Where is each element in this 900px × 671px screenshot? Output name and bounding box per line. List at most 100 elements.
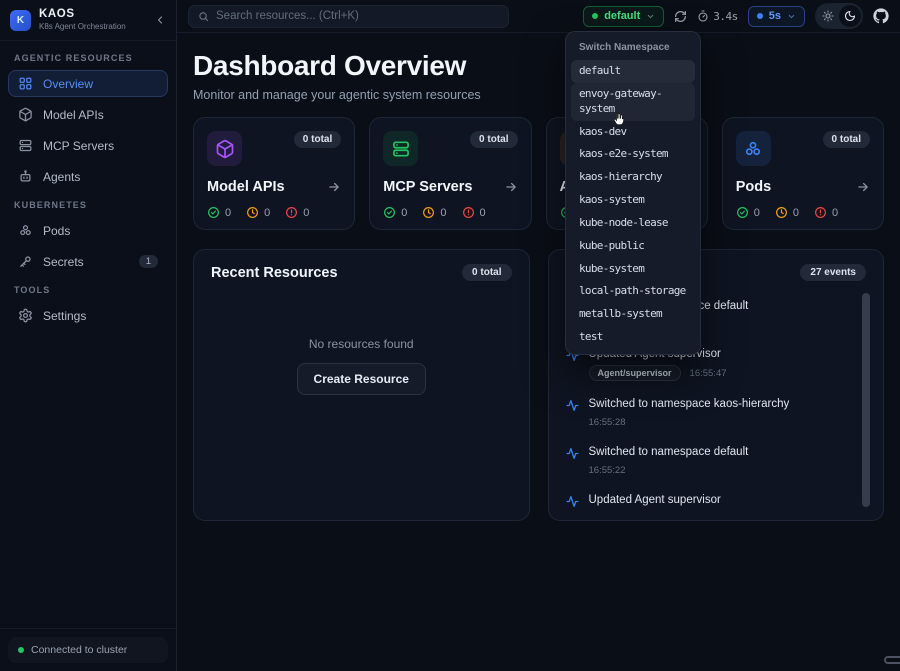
clock-icon bbox=[423, 207, 435, 218]
robot-icon bbox=[18, 169, 33, 184]
activity-icon bbox=[565, 399, 579, 412]
namespace-menu: Switch Namespace default envoy-gateway-s… bbox=[565, 31, 701, 355]
cube-icon bbox=[207, 131, 242, 166]
sidebar-section-tools: TOOLS bbox=[14, 285, 51, 295]
total-badge: 0 total bbox=[822, 131, 870, 148]
events-scrollbar-thumb[interactable] bbox=[862, 293, 870, 507]
namespace-menu-title: Switch Namespace bbox=[579, 42, 670, 53]
namespace-option-default[interactable]: default bbox=[571, 60, 695, 83]
clock-icon bbox=[775, 207, 787, 218]
sidebar-item-settings[interactable]: Settings bbox=[8, 302, 168, 329]
create-resource-button[interactable]: Create Resource bbox=[296, 363, 426, 395]
namespace-selector-button[interactable]: default bbox=[583, 5, 665, 27]
events-scrollbar[interactable] bbox=[862, 292, 870, 510]
github-link[interactable] bbox=[873, 8, 889, 24]
sidebar-item-label: Pods bbox=[43, 223, 71, 238]
sidebar-item-label: MCP Servers bbox=[43, 138, 115, 153]
app-tagline: K8s Agent Orchestration bbox=[39, 22, 126, 32]
grid-icon bbox=[18, 76, 33, 91]
namespace-option-kube-node-lease[interactable]: kube-node-lease bbox=[579, 215, 669, 229]
arrow-right-icon bbox=[858, 182, 868, 192]
moon-icon bbox=[844, 10, 856, 22]
sidebar-item-pods[interactable]: Pods bbox=[8, 217, 168, 244]
namespace-option-test[interactable]: test bbox=[579, 330, 603, 344]
sidebar-item-overview[interactable]: Overview bbox=[8, 70, 168, 97]
poll-interval-button[interactable]: 5s bbox=[747, 5, 805, 27]
pending-count: 0 bbox=[264, 206, 271, 219]
namespace-option-envoy-gateway-system[interactable]: envoy-gateway-system bbox=[571, 82, 695, 121]
sidebar-section-agentic: AGENTIC RESOURCES bbox=[14, 53, 133, 63]
card-title: Model APIs bbox=[207, 179, 285, 195]
sidebar-item-mcp-servers[interactable]: MCP Servers bbox=[8, 132, 168, 159]
activity-icon bbox=[565, 447, 579, 460]
event-resource-badge: Agent/supervisor bbox=[588, 365, 681, 381]
github-icon bbox=[873, 8, 889, 24]
search-input[interactable] bbox=[216, 10, 499, 22]
refresh-timer-value: 3.4s bbox=[713, 9, 738, 23]
namespace-selected-label: default bbox=[604, 10, 641, 22]
card-title: Pods bbox=[735, 179, 772, 195]
namespace-option-kaos-hierarchy[interactable]: kaos-hierarchy bbox=[579, 170, 663, 184]
recent-resources-title: Recent Resources bbox=[211, 264, 338, 281]
recent-resources-panel: Recent Resources 0 total No resources fo… bbox=[193, 249, 530, 521]
check-circle-icon bbox=[736, 207, 748, 218]
namespace-option-kube-system[interactable]: kube-system bbox=[579, 261, 645, 275]
sidebar-item-label: Secrets bbox=[43, 254, 84, 269]
clock-icon bbox=[247, 207, 259, 218]
key-icon bbox=[18, 254, 33, 269]
chevron-left-icon bbox=[157, 16, 163, 24]
page-title: Dashboard Overview bbox=[193, 50, 467, 81]
dark-theme-button[interactable] bbox=[839, 5, 861, 27]
error-count: 0 bbox=[303, 206, 310, 219]
total-badge: 0 total bbox=[293, 131, 342, 148]
search-icon bbox=[199, 11, 209, 21]
sidebar-header: K KAOS K8s Agent Orchestration bbox=[0, 0, 176, 41]
namespace-option-kube-public[interactable]: kube-public bbox=[579, 238, 645, 252]
activity-icon bbox=[565, 349, 579, 362]
namespace-option-local-path-storage[interactable]: local-path-storage bbox=[579, 284, 686, 298]
arrow-right-icon bbox=[505, 182, 516, 192]
pods-card[interactable]: 0 total Pods 0 0 0 bbox=[721, 117, 884, 230]
sidebar-collapse-button[interactable] bbox=[154, 14, 166, 26]
ok-count: 0 bbox=[753, 206, 760, 219]
sidebar: K KAOS K8s Agent Orchestration AGENTIC R… bbox=[0, 0, 177, 671]
sidebar-item-secrets[interactable]: Secrets 1 bbox=[8, 248, 168, 275]
sidebar-item-model-apis[interactable]: Model APIs bbox=[8, 101, 168, 128]
secrets-count-badge: 1 bbox=[138, 255, 158, 268]
namespace-option-metallb-system[interactable]: metallb-system bbox=[579, 307, 663, 321]
total-badge: 0 total bbox=[470, 131, 518, 148]
refresh-button[interactable] bbox=[674, 10, 687, 23]
model-apis-card[interactable]: 0 total Model APIs 0 0 0 bbox=[193, 117, 356, 230]
server-icon bbox=[18, 138, 33, 153]
pending-count: 0 bbox=[792, 206, 799, 219]
refresh-icon bbox=[675, 10, 687, 22]
connection-status-label: Connected to cluster bbox=[31, 644, 128, 656]
theme-toggle bbox=[815, 3, 863, 29]
chevron-down-icon bbox=[648, 14, 654, 18]
event-title: Updated Agent supervisor bbox=[588, 494, 721, 506]
sun-icon bbox=[822, 10, 834, 22]
page-subtitle: Monitor and manage your agentic system r… bbox=[193, 88, 481, 102]
chevron-down-icon bbox=[788, 14, 795, 18]
mcp-servers-card[interactable]: 0 total MCP Servers 0 0 0 bbox=[369, 117, 532, 230]
event-time: 16:55:22 bbox=[588, 464, 626, 476]
cube-icon bbox=[18, 107, 33, 122]
alert-circle-icon bbox=[462, 207, 474, 218]
app-logo-letter: K bbox=[16, 14, 25, 26]
recent-resources-total-badge: 0 total bbox=[462, 264, 512, 281]
stopwatch-icon bbox=[698, 10, 708, 22]
event-time: 16:55:47 bbox=[689, 367, 727, 379]
namespace-option-kaos-system[interactable]: kaos-system bbox=[579, 193, 645, 207]
event-row: Switched to namespace kaos-hierarchy 16:… bbox=[565, 398, 867, 429]
namespace-option-kaos-e2e-system[interactable]: kaos-e2e-system bbox=[579, 147, 669, 161]
main-content: Dashboard Overview Monitor and manage yo… bbox=[177, 33, 900, 671]
namespace-option-kaos-dev[interactable]: kaos-dev bbox=[579, 124, 627, 138]
light-theme-button[interactable] bbox=[817, 5, 839, 27]
sidebar-item-agents[interactable]: Agents bbox=[8, 163, 168, 190]
sidebar-item-label: Settings bbox=[43, 308, 87, 323]
horizontal-scrollbar-thumb[interactable] bbox=[884, 656, 900, 664]
arrow-right-icon bbox=[329, 182, 339, 192]
pods-icon bbox=[18, 223, 33, 238]
search-bar[interactable] bbox=[188, 4, 509, 28]
namespace-status-dot bbox=[592, 13, 599, 19]
